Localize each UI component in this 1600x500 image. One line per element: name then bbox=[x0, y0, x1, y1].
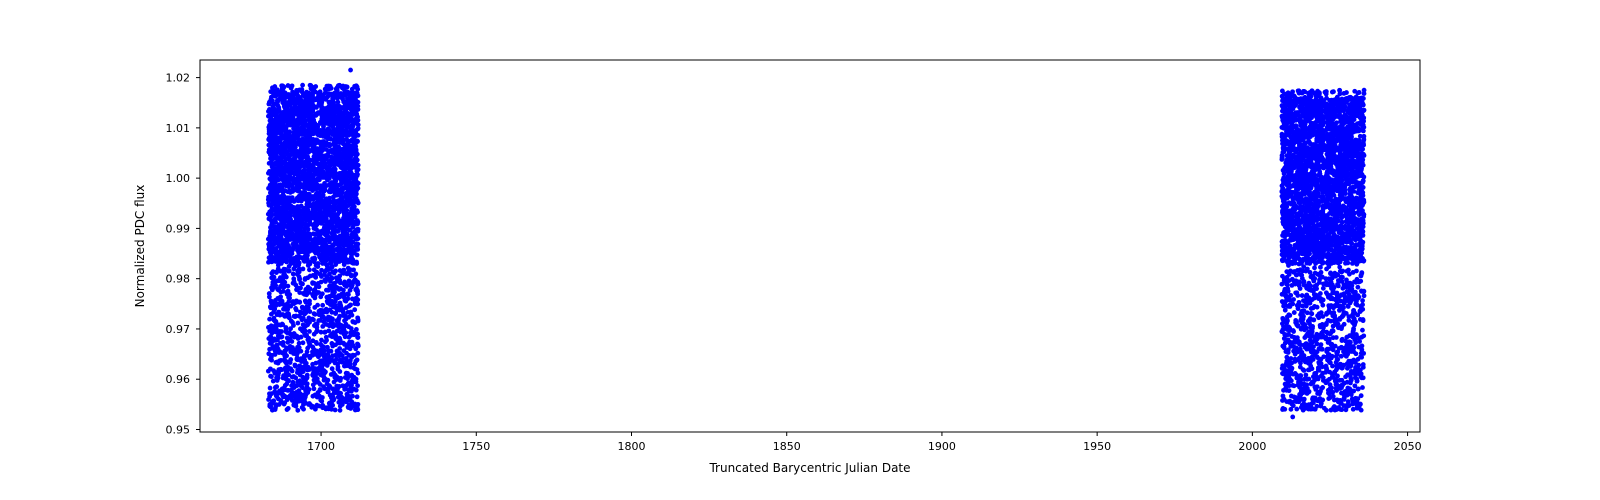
y-tick-label: 1.02 bbox=[166, 72, 191, 85]
x-tick-label: 1900 bbox=[928, 440, 956, 453]
x-axis-label: Truncated Barycentric Julian Date bbox=[708, 461, 910, 475]
x-tick-label: 1750 bbox=[462, 440, 490, 453]
x-tick-label: 1950 bbox=[1083, 440, 1111, 453]
outlier-point bbox=[1290, 415, 1295, 420]
scatter-chart: 1700 1750 1800 1850 1900 1950 2000 2050 Truncate… bbox=[0, 0, 1600, 500]
y-tick-label: 0.96 bbox=[166, 373, 191, 386]
y-tick-label: 0.99 bbox=[166, 222, 191, 235]
y-tick-label: 0.98 bbox=[166, 273, 191, 286]
x-tick-label: 2000 bbox=[1238, 440, 1266, 453]
y-tick-label: 0.95 bbox=[166, 423, 191, 436]
y-tick-label: 1.00 bbox=[166, 172, 191, 185]
y-axis-label: Normalized PDC flux bbox=[133, 185, 147, 308]
x-tick-label: 1800 bbox=[618, 440, 646, 453]
outlier-point bbox=[348, 68, 353, 73]
y-tick-label: 1.01 bbox=[166, 122, 191, 135]
x-tick-label: 1700 bbox=[307, 440, 335, 453]
y-tick-label: 0.97 bbox=[166, 323, 191, 336]
x-tick-label: 1850 bbox=[773, 440, 801, 453]
chart-container: 1700 1750 1800 1850 1900 1950 2000 2050 Truncate… bbox=[0, 0, 1600, 500]
x-tick-label: 2050 bbox=[1394, 440, 1422, 453]
